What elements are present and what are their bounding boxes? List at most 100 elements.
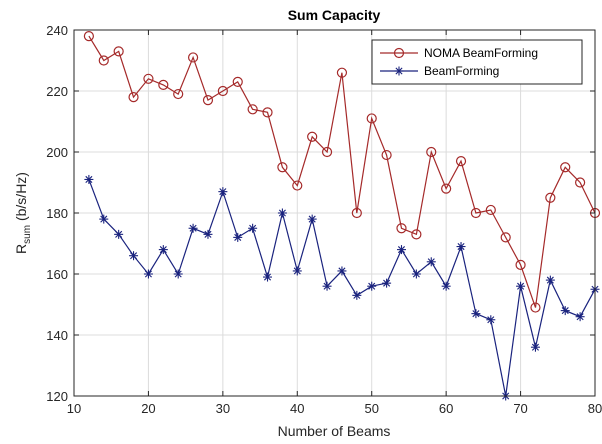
x-tick-label: 80 (588, 401, 602, 416)
series-beamforming (84, 174, 600, 401)
data-point (277, 208, 287, 218)
data-point (441, 183, 452, 194)
x-tick-label: 30 (216, 401, 230, 416)
data-point (411, 269, 421, 279)
y-tick-label: 220 (46, 84, 68, 99)
data-point (471, 309, 481, 319)
data-point (158, 79, 169, 91)
x-axis-title: Number of Beams (278, 423, 391, 439)
data-point (560, 306, 570, 316)
data-point (545, 275, 555, 285)
legend-label-beamforming: BeamForming (424, 64, 499, 78)
y-axis-title: Rsum (b/s/Hz) (13, 172, 33, 254)
data-point (247, 104, 258, 115)
data-point (411, 229, 422, 240)
data-point (203, 229, 213, 239)
data-point (486, 315, 496, 325)
x-tick-label: 70 (513, 401, 527, 416)
data-point (426, 146, 437, 158)
data-point (292, 266, 302, 276)
series-line (88, 35, 596, 308)
data-point (233, 232, 243, 242)
data-point (113, 46, 124, 57)
data-point (232, 76, 243, 87)
data-point (83, 30, 94, 42)
legend-marker-noma (393, 47, 405, 59)
y-tick-label: 160 (46, 267, 68, 282)
data-point (530, 302, 541, 313)
data-point (263, 272, 273, 282)
data-point (367, 281, 377, 291)
x-tick-label: 50 (364, 401, 378, 416)
data-point (187, 52, 199, 63)
data-point (441, 281, 451, 291)
y-tick-label: 180 (46, 206, 68, 221)
x-tick-label: 60 (439, 401, 453, 416)
data-point (485, 204, 496, 216)
data-point (455, 156, 467, 167)
data-point (292, 180, 303, 191)
data-point (188, 223, 198, 233)
data-point (128, 91, 139, 103)
legend-box (371, 39, 583, 85)
data-point (426, 257, 436, 267)
y-tick-labels: 120 140 160 180 200 220 240 (46, 23, 68, 404)
data-point (322, 281, 332, 291)
x-tick-label: 40 (290, 401, 304, 416)
data-point (351, 207, 362, 219)
data-point (307, 214, 317, 224)
data-point (530, 342, 540, 352)
data-point (381, 149, 392, 161)
data-point (173, 88, 184, 100)
data-point (218, 187, 228, 197)
data-point (98, 55, 109, 66)
y-axis-title-unit: (b/s/Hz) (13, 172, 29, 225)
data-point (143, 269, 153, 279)
data-point (470, 207, 482, 219)
x-tick-labels: 10 20 30 40 50 60 70 80 (67, 401, 602, 416)
data-point (173, 269, 183, 279)
legend-label-noma: NOMA BeamForming (424, 46, 538, 60)
x-tick-label: 10 (67, 401, 81, 416)
data-point (516, 281, 526, 291)
data-point (352, 290, 362, 300)
y-axis-title-main: R (13, 244, 29, 254)
data-point (500, 232, 511, 243)
y-tick-label: 200 (46, 145, 68, 160)
data-point (337, 266, 347, 276)
data-point (545, 192, 556, 203)
data-point (396, 223, 407, 234)
data-point (99, 214, 109, 224)
chart-title: Sum Capacity (288, 7, 381, 23)
y-tick-label: 140 (46, 328, 68, 343)
data-point (158, 245, 168, 255)
data-point (307, 131, 318, 142)
data-point (366, 113, 377, 124)
data-point (202, 95, 214, 106)
data-point (575, 177, 586, 188)
data-point (262, 107, 273, 118)
series-layer (83, 30, 601, 401)
data-point (248, 223, 258, 233)
legend-star-glyph (394, 66, 404, 76)
data-point (129, 251, 139, 261)
legend: NOMA BeamForming BeamForming (371, 39, 583, 85)
data-point (575, 312, 585, 322)
series-noma-beamforming (83, 30, 601, 313)
y-tick-label: 240 (46, 23, 68, 38)
data-point (217, 85, 228, 97)
data-point (321, 146, 333, 158)
y-axis-title-subscript: sum (22, 225, 33, 244)
y-tick-label: 120 (46, 389, 68, 404)
x-tick-label: 20 (141, 401, 155, 416)
tick-marks (73, 29, 596, 397)
data-point (396, 245, 406, 255)
legend-marker-beamforming (394, 66, 404, 76)
data-point (515, 259, 526, 270)
data-point (277, 162, 288, 173)
data-point (456, 242, 466, 252)
data-point (84, 174, 94, 184)
data-point (114, 229, 124, 239)
data-point (143, 73, 154, 84)
